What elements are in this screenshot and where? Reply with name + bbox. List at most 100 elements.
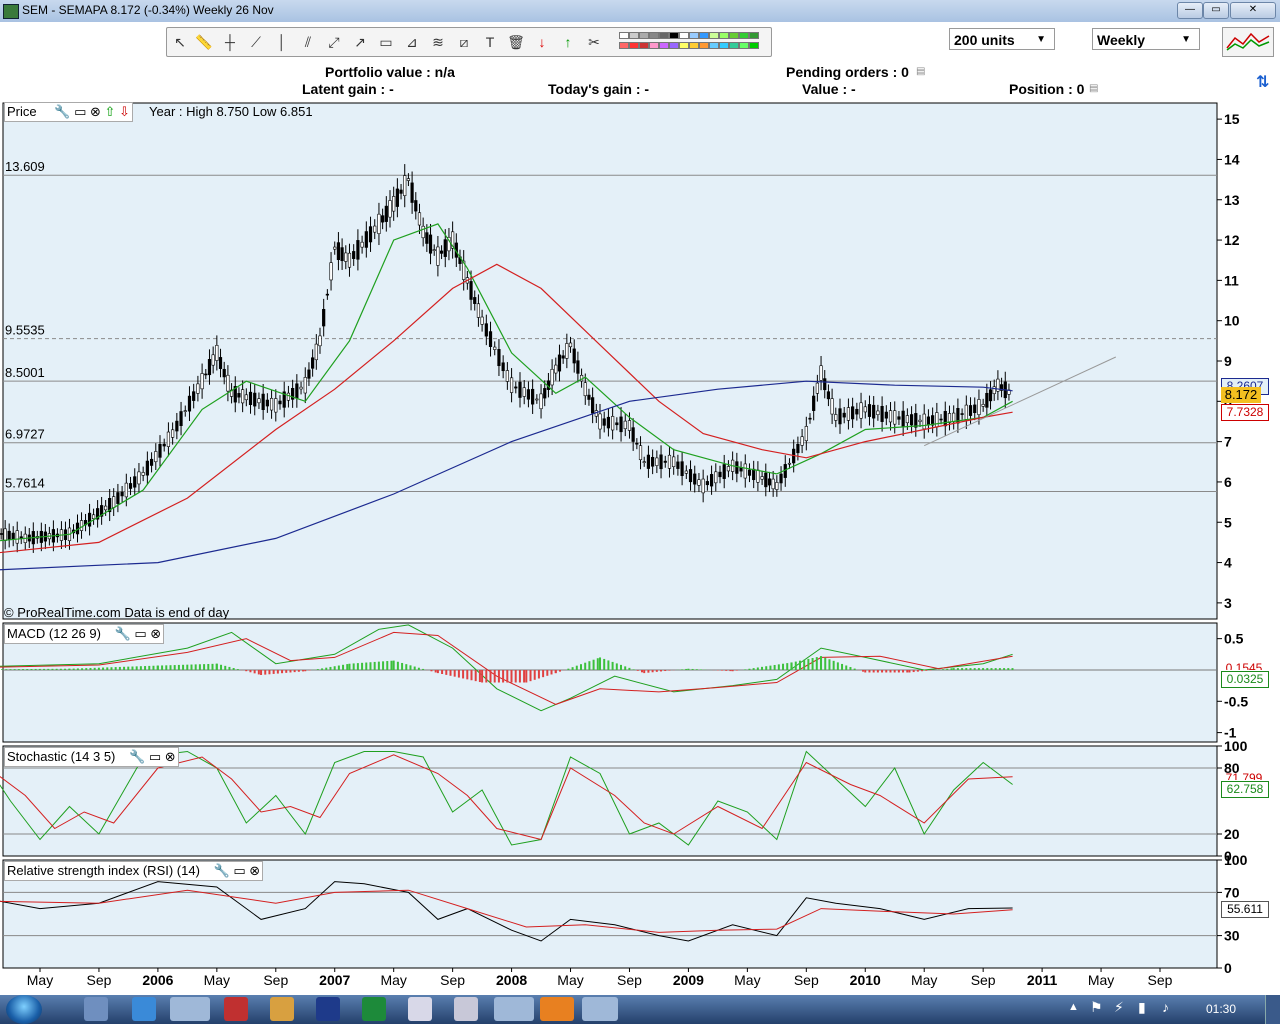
window-icon[interactable]: ▭ bbox=[134, 626, 147, 641]
chart-svg[interactable]: 13.6099.55358.50016.97275.76143456789101… bbox=[0, 100, 1280, 995]
buy-arrow-icon[interactable]: ↑ bbox=[564, 34, 572, 50]
panel-0-background[interactable] bbox=[2, 102, 1218, 620]
panel-1-background[interactable] bbox=[2, 622, 1218, 743]
panel-2-background[interactable] bbox=[2, 745, 1218, 857]
cursor-icon[interactable]: ↖ bbox=[174, 34, 186, 50]
horizontal-line-icon[interactable]: ┼ bbox=[225, 34, 235, 50]
price-candle-body bbox=[384, 205, 388, 222]
color-palette[interactable] bbox=[619, 30, 767, 54]
prorealtime-icon[interactable] bbox=[582, 997, 618, 1021]
trash-icon[interactable]: 🗑 bbox=[507, 34, 525, 50]
price-candle-body bbox=[414, 200, 418, 212]
show-desktop-icon[interactable] bbox=[84, 997, 108, 1021]
vertical-line-icon[interactable]: │ bbox=[277, 34, 287, 50]
price-candle-body bbox=[565, 343, 569, 359]
ma-medium-value-badge: 7.7328 bbox=[1221, 404, 1269, 421]
close-window-button[interactable]: ✕ bbox=[1230, 2, 1276, 19]
wrench-icon[interactable]: 🔧 bbox=[129, 749, 146, 764]
gann-fan-icon[interactable]: ⧄ bbox=[459, 34, 469, 50]
price-candle-body bbox=[680, 461, 684, 477]
price-candle-body bbox=[999, 384, 1004, 391]
timeframe-select[interactable]: Weekly ▼ bbox=[1092, 28, 1200, 50]
pen-app-icon[interactable] bbox=[270, 997, 294, 1021]
price-candle-body bbox=[901, 410, 905, 427]
fibonacci-retracement-icon[interactable]: ≋ bbox=[432, 34, 444, 50]
ray-icon[interactable]: ⤢ bbox=[328, 34, 340, 50]
price-candle-body bbox=[421, 225, 425, 239]
price-candle-body bbox=[299, 386, 303, 390]
value-text: Value : - bbox=[802, 81, 856, 97]
chart-style-button[interactable] bbox=[1222, 27, 1274, 57]
price-candle-body bbox=[120, 491, 124, 497]
photoshop-icon[interactable] bbox=[316, 997, 340, 1021]
quantity-select[interactable]: 200 units ▼ bbox=[949, 28, 1055, 50]
price-candle-body bbox=[344, 252, 348, 262]
price-candle-body bbox=[303, 377, 307, 394]
orders-list-icon[interactable]: ▤ bbox=[916, 66, 926, 77]
internet-explorer-icon[interactable] bbox=[132, 997, 156, 1021]
price-candle-body bbox=[760, 476, 764, 480]
close-icon[interactable]: ⊗ bbox=[89, 104, 101, 119]
tray-expand-icon[interactable]: ▲ bbox=[1068, 1001, 1079, 1013]
notepad-icon[interactable] bbox=[408, 997, 432, 1021]
move-up-icon[interactable]: ⇧ bbox=[104, 104, 116, 119]
ruler-icon[interactable]: 📏 bbox=[195, 34, 213, 50]
move-down-icon[interactable]: ⇩ bbox=[119, 104, 130, 119]
volume-icon[interactable]: ♪ bbox=[1162, 999, 1169, 1015]
window-titlebar: SEM - SEMAPA 8.172 (-0.34%) Weekly 26 No… bbox=[0, 0, 1280, 22]
fibonacci-fan-icon[interactable]: ⊿ bbox=[406, 34, 418, 50]
show-desktop-button[interactable] bbox=[1265, 995, 1280, 1024]
close-icon[interactable]: ⊗ bbox=[164, 749, 176, 764]
wrench-icon[interactable]: 🔧 bbox=[114, 626, 131, 641]
price-candle-body bbox=[918, 419, 922, 422]
close-icon[interactable]: ⊗ bbox=[150, 626, 162, 641]
stoch-k-value-badge: 62.758 bbox=[1221, 781, 1269, 798]
wrench-icon[interactable]: 🔧 bbox=[54, 104, 71, 119]
sell-arrow-icon[interactable]: ↓ bbox=[538, 34, 546, 50]
maximize-button[interactable]: ▭ bbox=[1203, 2, 1229, 19]
price-candle-body bbox=[3, 528, 7, 541]
refresh-icon[interactable]: ⇅ bbox=[1256, 74, 1270, 91]
wrench-icon[interactable]: 🔧 bbox=[213, 863, 230, 878]
project-app-icon[interactable] bbox=[362, 997, 386, 1021]
window-icon[interactable]: ▭ bbox=[74, 104, 87, 119]
window-icon[interactable]: ▭ bbox=[148, 749, 162, 764]
price-candle-body bbox=[587, 394, 591, 400]
start-button[interactable] bbox=[6, 995, 42, 1024]
power-icon[interactable]: ⚡ bbox=[1114, 999, 1124, 1015]
price-candle-body bbox=[996, 378, 1000, 392]
price-candle-body bbox=[145, 460, 149, 476]
parallel-channel-icon[interactable]: ⫽ bbox=[304, 34, 312, 50]
price-candle-body bbox=[87, 512, 92, 527]
close-icon[interactable]: ⊗ bbox=[249, 863, 261, 878]
chrome-icon[interactable] bbox=[170, 997, 210, 1021]
tools-icon[interactable]: ✂ bbox=[588, 34, 600, 50]
price-candle-body bbox=[572, 348, 576, 364]
text-tool-icon[interactable]: T bbox=[485, 34, 495, 50]
xtick-label: Sep bbox=[1148, 972, 1173, 988]
price-candle-body bbox=[931, 415, 935, 426]
price-candle-body bbox=[493, 346, 497, 350]
window-icon[interactable]: ▭ bbox=[233, 863, 246, 878]
rsi-panel-header: Relative strength index (RSI) (14) 🔧 ▭ ⊗ bbox=[4, 861, 264, 881]
stoch-ytick-label: 100 bbox=[1224, 738, 1248, 754]
flag-icon[interactable]: ⚑ bbox=[1090, 999, 1103, 1015]
acrobat-icon[interactable] bbox=[224, 997, 248, 1021]
vlc-icon[interactable] bbox=[540, 997, 574, 1021]
price-ma-long-line bbox=[0, 380, 1013, 571]
position-list-icon[interactable]: ▤ bbox=[1089, 83, 1099, 94]
price-candle-body bbox=[417, 212, 422, 226]
media-app-icon[interactable] bbox=[494, 997, 534, 1021]
minimize-button[interactable]: — bbox=[1177, 2, 1203, 19]
price-candle-body bbox=[893, 410, 897, 425]
rectangle-icon[interactable]: ▭ bbox=[379, 34, 393, 50]
trendline-icon[interactable]: ⟋ bbox=[251, 34, 261, 50]
calculator-icon[interactable] bbox=[454, 997, 478, 1021]
stoch-ytick-label: 20 bbox=[1224, 826, 1240, 842]
arrow-line-icon[interactable]: ↗ bbox=[354, 34, 366, 50]
xtick-label: 2007 bbox=[319, 972, 350, 988]
network-icon[interactable]: ▮ bbox=[1138, 999, 1146, 1015]
chart-area[interactable]: 13.6099.55358.50016.97275.76143456789101… bbox=[0, 100, 1280, 995]
price-candle-body bbox=[373, 225, 377, 233]
price-candle-body bbox=[526, 389, 531, 400]
